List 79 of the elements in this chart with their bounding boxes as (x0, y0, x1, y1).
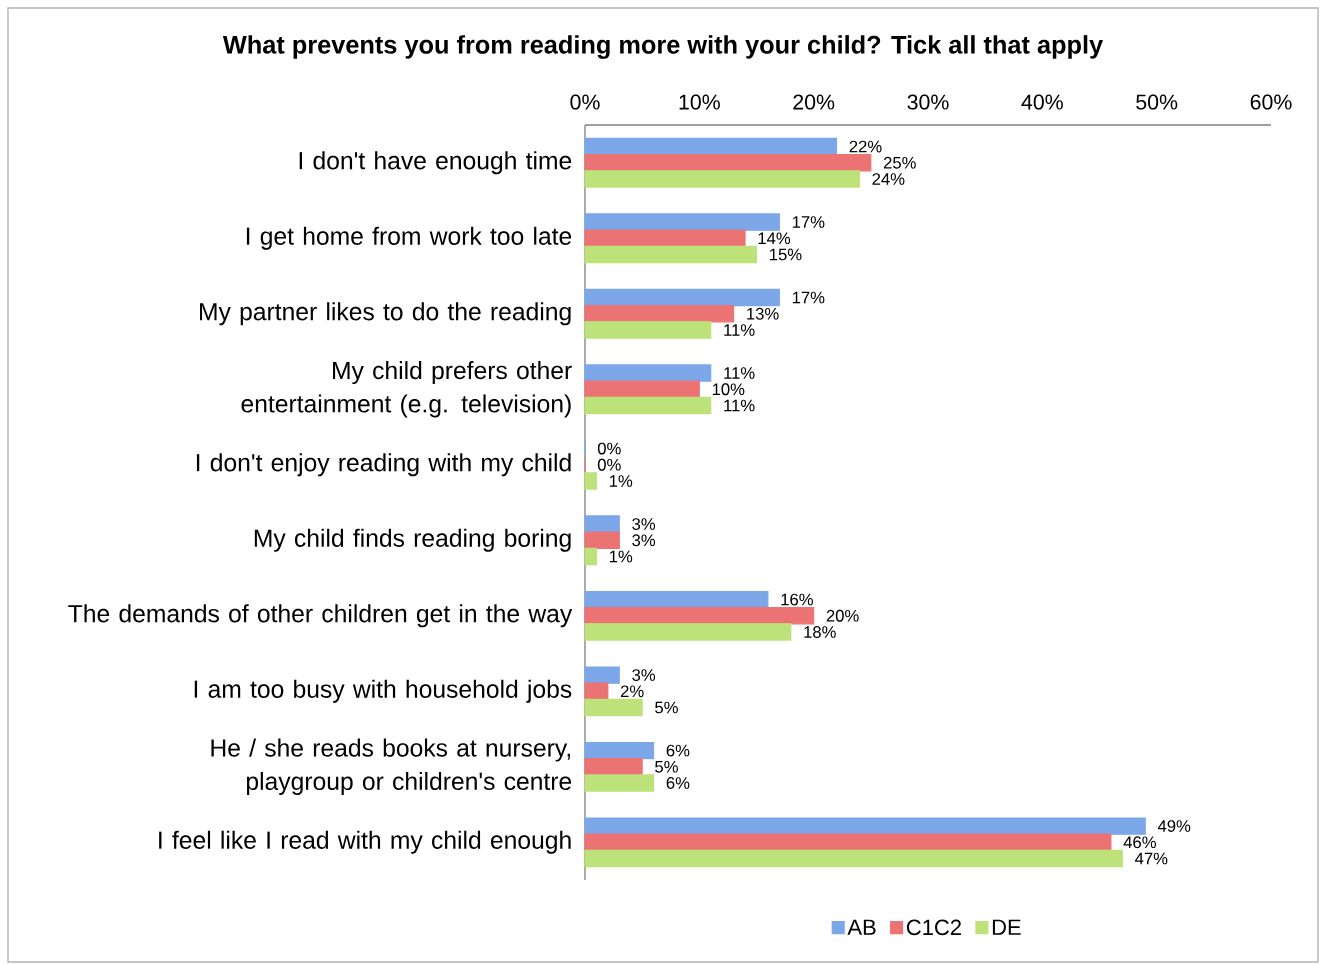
bar (584, 229, 746, 247)
data-label: 0% (597, 442, 621, 455)
legend-label: C1C2 (906, 919, 961, 936)
data-label: 18% (804, 626, 836, 638)
bar (584, 607, 815, 625)
legend-label: AB (847, 919, 876, 935)
bar (584, 154, 872, 172)
data-label: 5% (655, 701, 678, 714)
y-tick-label: He / she reads books at nursery, playgroup or children's centre (211, 738, 572, 795)
data-label: 11% (724, 324, 755, 336)
bar (584, 590, 769, 609)
y-tick-label: My child prefers other entertainment (e.g. television) (241, 361, 572, 418)
data-label: 13% (747, 307, 779, 320)
bar (584, 741, 655, 760)
bar (584, 137, 838, 156)
data-label: 3% (632, 669, 656, 681)
bar (584, 364, 712, 382)
data-label: 25% (883, 156, 916, 169)
y-tick-label: I get home from work too late (246, 226, 572, 250)
y-tick-label: My partner likes to do the reading (200, 302, 571, 326)
data-label: 20% (826, 609, 859, 622)
data-label: 6% (666, 744, 690, 757)
x-tick-label: 20% (793, 94, 835, 110)
data-label: 0% (597, 458, 621, 471)
data-label: 16% (781, 593, 813, 606)
bar (584, 758, 643, 776)
data-label: 15% (770, 248, 802, 261)
data-label: 6% (666, 777, 690, 789)
bar (584, 817, 1146, 835)
data-label: 46% (1123, 836, 1156, 849)
data-label: 17% (792, 291, 825, 304)
bar (584, 682, 609, 700)
bar (584, 472, 597, 490)
x-tick-label: 40% (1021, 94, 1063, 110)
bar (584, 833, 1112, 851)
y-tick-label: I don't have enough time (299, 151, 572, 175)
legend-label: DE (992, 919, 1021, 935)
data-label: 3% (632, 518, 656, 530)
bar (584, 698, 643, 717)
y-tick-label: The demands of other children get in the way (68, 604, 573, 628)
chart-title: What prevents you from reading more with your child? Tick all that apply (222, 35, 1103, 59)
bar (584, 170, 860, 188)
data-label: 5% (655, 760, 678, 773)
x-tick-label: 50% (1136, 94, 1178, 110)
data-label: 11% (724, 399, 755, 412)
data-label: 3% (632, 534, 656, 547)
bar (584, 321, 712, 339)
data-label: 1% (609, 550, 633, 563)
data-label: 11% (724, 367, 755, 379)
x-tick-label: 30% (907, 94, 949, 110)
data-label: 1% (609, 475, 633, 487)
bar (584, 666, 620, 684)
bar (584, 380, 700, 398)
bar (584, 213, 780, 231)
y-tick-label: I feel like I read with my child enough (159, 830, 571, 854)
bar (584, 305, 735, 323)
data-label: 14% (758, 232, 791, 245)
x-tick-label: 10% (679, 94, 720, 110)
bar (584, 849, 1123, 868)
bar (584, 531, 620, 549)
data-label: 47% (1135, 852, 1168, 865)
bar (584, 245, 758, 264)
x-tick-label: 0% (570, 94, 600, 110)
data-label: 17% (792, 216, 825, 228)
bar (584, 547, 597, 566)
data-label: 49% (1157, 820, 1191, 832)
y-tick-label: I am too busy with household jobs (194, 679, 572, 703)
bar (584, 774, 655, 792)
y-tick-label: I don't enjoy reading with my child (196, 453, 571, 477)
data-label: 10% (712, 383, 745, 396)
y-tick-label: My child finds reading boring (254, 528, 571, 552)
bar (584, 515, 620, 533)
bar (584, 288, 780, 307)
data-label: 2% (620, 685, 644, 698)
data-label: 22% (849, 140, 882, 153)
x-tick-label: 60% (1250, 94, 1292, 110)
bar (584, 623, 792, 641)
data-label: 24% (872, 173, 905, 185)
bar (584, 396, 712, 415)
